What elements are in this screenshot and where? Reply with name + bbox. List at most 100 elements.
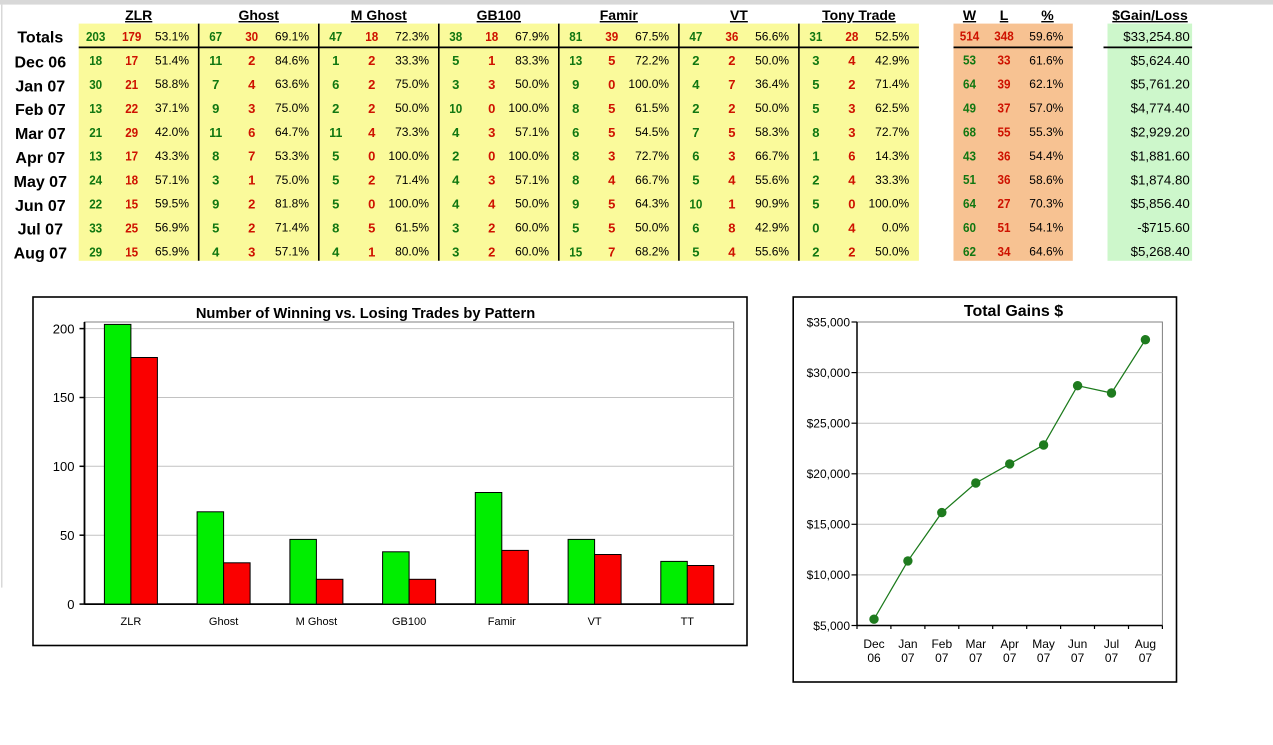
svg-text:07: 07	[1037, 651, 1051, 665]
svg-text:6: 6	[572, 125, 579, 140]
svg-text:Aug 07: Aug 07	[14, 246, 67, 263]
svg-text:$5,856.40: $5,856.40	[1131, 196, 1190, 211]
svg-text:0: 0	[67, 597, 74, 612]
svg-text:22: 22	[125, 101, 138, 116]
svg-text:47: 47	[689, 29, 702, 44]
svg-text:22: 22	[89, 197, 102, 212]
svg-text:58.3%: 58.3%	[755, 125, 789, 139]
svg-text:2: 2	[848, 77, 855, 92]
svg-text:Feb 07: Feb 07	[15, 102, 66, 119]
svg-text:4: 4	[452, 197, 460, 212]
svg-text:5: 5	[728, 125, 735, 140]
svg-text:8: 8	[812, 125, 819, 140]
svg-text:4: 4	[848, 173, 856, 188]
svg-text:17: 17	[125, 149, 138, 164]
svg-text:21: 21	[125, 77, 138, 92]
svg-text:8: 8	[572, 149, 579, 164]
svg-text:18: 18	[125, 173, 138, 188]
svg-text:L: L	[1000, 7, 1009, 23]
svg-text:5: 5	[812, 77, 819, 92]
svg-text:348: 348	[994, 29, 1014, 44]
svg-text:59.6%: 59.6%	[1029, 29, 1063, 43]
svg-text:67.5%: 67.5%	[635, 29, 669, 43]
svg-text:3: 3	[608, 149, 615, 164]
svg-text:61.5%: 61.5%	[395, 221, 429, 235]
svg-text:14.3%: 14.3%	[875, 149, 909, 163]
svg-text:66.7%: 66.7%	[635, 173, 669, 187]
svg-text:6: 6	[848, 149, 855, 164]
svg-text:203: 203	[86, 29, 106, 44]
svg-text:33.3%: 33.3%	[395, 53, 429, 67]
svg-text:2: 2	[452, 149, 459, 164]
svg-text:Jun 07: Jun 07	[15, 198, 66, 215]
svg-text:21: 21	[89, 125, 102, 140]
svg-text:$30,000: $30,000	[807, 366, 851, 380]
svg-text:3: 3	[488, 77, 495, 92]
svg-text:53.1%: 53.1%	[155, 29, 189, 43]
svg-text:64.3%: 64.3%	[635, 197, 669, 211]
svg-text:0.0%: 0.0%	[882, 221, 910, 235]
svg-text:1: 1	[332, 53, 339, 68]
svg-text:4: 4	[452, 125, 460, 140]
svg-text:4: 4	[212, 244, 220, 259]
svg-text:2: 2	[368, 173, 375, 188]
svg-text:62.5%: 62.5%	[875, 101, 909, 115]
svg-text:13: 13	[569, 53, 582, 68]
svg-text:Dec 06: Dec 06	[15, 54, 67, 71]
svg-text:100.0%: 100.0%	[388, 149, 429, 163]
svg-text:Aug: Aug	[1135, 637, 1156, 651]
svg-text:4: 4	[848, 53, 856, 68]
svg-text:$5,000: $5,000	[813, 619, 850, 633]
svg-text:50.0%: 50.0%	[395, 101, 429, 115]
svg-text:60.0%: 60.0%	[515, 221, 549, 235]
svg-text:58.8%: 58.8%	[155, 77, 189, 91]
svg-text:May 07: May 07	[14, 174, 67, 191]
svg-text:514: 514	[960, 29, 980, 44]
svg-text:17: 17	[125, 53, 138, 68]
svg-text:55.3%: 55.3%	[1029, 125, 1063, 139]
svg-text:07: 07	[1071, 651, 1085, 665]
svg-text:ZLR: ZLR	[121, 616, 142, 628]
svg-text:57.0%: 57.0%	[1029, 101, 1063, 115]
svg-text:64: 64	[963, 77, 977, 92]
svg-text:2: 2	[728, 101, 735, 116]
svg-text:51: 51	[963, 172, 976, 187]
svg-text:56.6%: 56.6%	[755, 29, 789, 43]
svg-text:9: 9	[572, 77, 579, 92]
svg-text:1: 1	[368, 244, 375, 259]
svg-text:60.0%: 60.0%	[515, 245, 549, 259]
svg-text:$Gain/Loss: $Gain/Loss	[1112, 7, 1188, 23]
svg-text:5: 5	[608, 101, 615, 116]
svg-text:07: 07	[1139, 651, 1153, 665]
svg-text:Apr 07: Apr 07	[15, 150, 65, 167]
svg-text:$33,254.80: $33,254.80	[1123, 29, 1190, 44]
svg-text:07: 07	[1105, 651, 1119, 665]
svg-text:2: 2	[368, 77, 375, 92]
svg-text:27: 27	[998, 196, 1011, 211]
svg-text:5: 5	[608, 53, 615, 68]
svg-text:2: 2	[812, 244, 819, 259]
svg-text:7: 7	[728, 77, 735, 92]
svg-text:52.5%: 52.5%	[875, 29, 909, 43]
svg-text:179: 179	[122, 29, 142, 44]
svg-text:Totals: Totals	[17, 29, 63, 46]
svg-text:67: 67	[209, 29, 222, 44]
svg-text:2: 2	[728, 53, 735, 68]
svg-text:$5,624.40: $5,624.40	[1131, 53, 1190, 68]
svg-text:8: 8	[572, 173, 579, 188]
svg-text:57.1%: 57.1%	[515, 125, 549, 139]
svg-text:Jan: Jan	[898, 637, 917, 651]
svg-text:VT: VT	[730, 7, 748, 23]
svg-text:90.9%: 90.9%	[755, 197, 789, 211]
svg-text:07: 07	[901, 651, 915, 665]
svg-text:62: 62	[963, 244, 976, 259]
svg-text:Ghost: Ghost	[238, 7, 279, 23]
svg-text:50.0%: 50.0%	[755, 101, 789, 115]
svg-text:Total Gains $: Total Gains $	[964, 303, 1063, 320]
svg-text:81: 81	[569, 29, 582, 44]
svg-text:ZLR: ZLR	[125, 7, 152, 23]
svg-text:54.4%: 54.4%	[1029, 149, 1063, 163]
svg-text:Apr: Apr	[1000, 637, 1019, 651]
svg-text:75.0%: 75.0%	[275, 101, 309, 115]
svg-text:42.9%: 42.9%	[755, 221, 789, 235]
